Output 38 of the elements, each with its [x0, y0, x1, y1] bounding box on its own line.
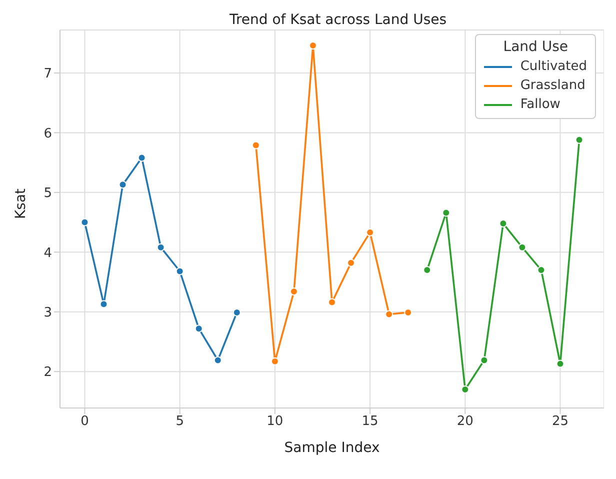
point — [80, 218, 89, 226]
point — [480, 356, 488, 364]
point — [442, 208, 450, 217]
legend-label: Cultivated — [520, 58, 587, 76]
point — [575, 136, 584, 144]
point — [385, 310, 394, 318]
point — [194, 324, 203, 333]
point — [100, 300, 108, 308]
legend-label: Fallow — [520, 96, 560, 114]
legend-title: Land Use — [502, 39, 570, 55]
point — [328, 298, 336, 306]
point — [461, 385, 470, 394]
y-tick-label: 4 — [44, 246, 52, 261]
y-tick-label: 6 — [44, 126, 52, 142]
point — [118, 180, 127, 189]
point — [138, 154, 146, 162]
y-tick-label: 2 — [44, 365, 52, 380]
x-tick-label: 15 — [362, 414, 378, 430]
point — [537, 266, 546, 274]
point — [214, 356, 222, 364]
x-tick-label: 10 — [266, 414, 284, 430]
y-axis-title: Ksat — [12, 188, 29, 219]
y-tick-label: 7 — [44, 66, 52, 82]
chart-title: Trend of Ksat across Land Uses — [228, 12, 448, 28]
point — [156, 243, 165, 252]
point — [556, 360, 564, 368]
y-tick-label: 5 — [44, 186, 52, 202]
x-axis-title: Sample Index — [284, 440, 380, 456]
x-tick-label: 25 — [552, 414, 569, 430]
point — [518, 243, 526, 252]
point — [252, 141, 260, 150]
legend-label: Grassland — [520, 77, 586, 95]
x-tick-label: 5 — [176, 414, 184, 430]
y-tick-label: 3 — [44, 305, 52, 320]
point — [176, 267, 184, 276]
x-tick-label: 20 — [456, 414, 474, 430]
x-tick-label: 0 — [80, 414, 89, 430]
point — [270, 357, 279, 366]
